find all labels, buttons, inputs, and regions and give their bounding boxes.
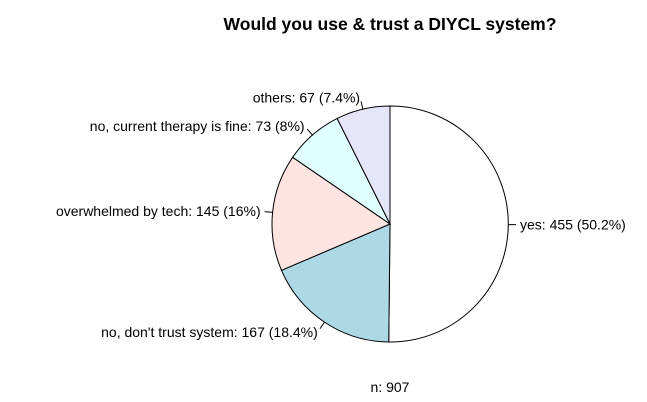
slice-label-others: others: 67 (7.4%)	[253, 89, 360, 105]
pie-slice-yes	[388, 105, 509, 343]
slice-label-yes: yes: 455 (50.2%)	[520, 217, 626, 233]
slice-labels: yes: 455 (50.2%) no, don't trust system: …	[56, 89, 626, 340]
pie-slice-others	[336, 105, 391, 225]
pie-slice-no-don-t-trust-system	[280, 223, 391, 343]
slice-label-no-don-t-trust-system: no, don't trust system: 167 (18.4%)	[101, 324, 318, 340]
pie-slice-overwhelmed-by-tech	[271, 156, 392, 271]
leader-line-no-current-therapy-is-fine	[306, 128, 313, 136]
chart-title: Would you use & trust a DIYCL system?	[224, 14, 557, 34]
slice-label-overwhelmed-by-tech: overwhelmed by tech: 145 (16%)	[56, 203, 261, 219]
leader-line-overwhelmed-by-tech	[264, 211, 273, 213]
sample-size-label: n: 907	[371, 379, 410, 395]
leader-line-others	[360, 101, 364, 110]
pie-slices	[271, 105, 509, 343]
slice-label-no-current-therapy-is-fine: no, current therapy is fine: 73 (8%)	[90, 118, 305, 134]
leader-line-no-don-t-trust-system	[319, 321, 325, 330]
